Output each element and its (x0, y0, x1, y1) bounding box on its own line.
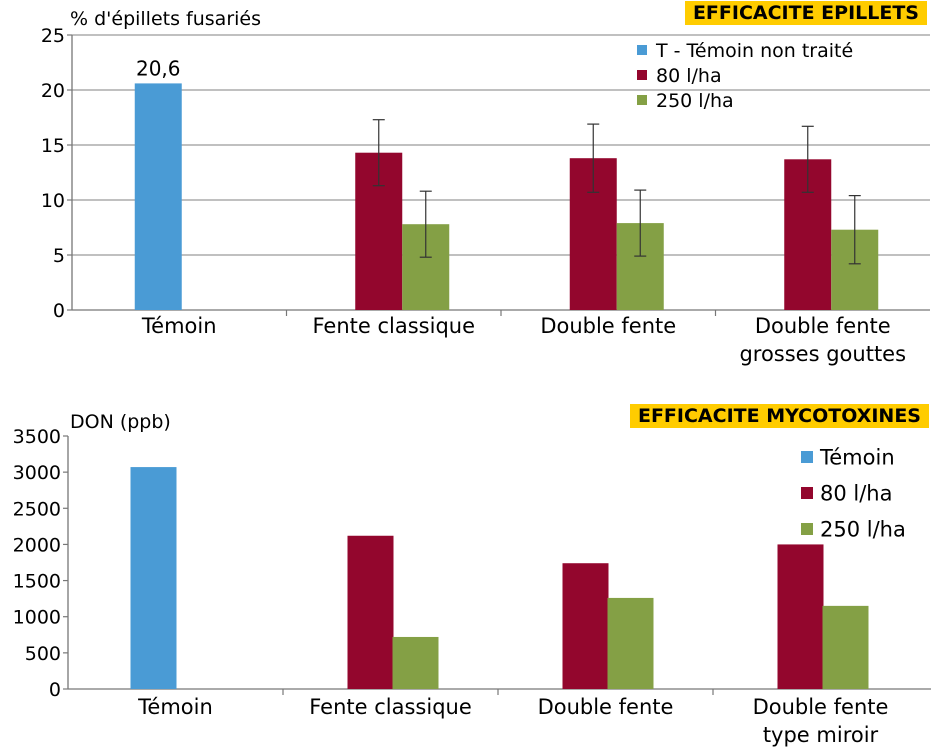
chart-2-y-tick-label: 1000 (13, 607, 61, 629)
chart-2-y-tick-label: 3000 (13, 462, 61, 484)
chart-2-bar-1-1 (130, 467, 177, 689)
chart-1-y-tick-label: 25 (41, 25, 65, 47)
chart-1-legend-swatch-3 (637, 95, 647, 105)
chart-2-category-label: Double fente (538, 695, 674, 719)
chart-2-legend-swatch-3 (801, 523, 813, 535)
chart-2-y-tick-label: 3500 (13, 426, 61, 448)
chart-2-category-label: Fente classique (309, 695, 472, 719)
chart-1-legend-label-3: 250 l/ha (656, 90, 734, 112)
chart-1-y-tick-label: 20 (41, 80, 65, 102)
chart-2-y-axis-label: DON (ppb) (70, 411, 171, 433)
chart-1-y-axis-label: % d'épillets fusariés (70, 8, 261, 30)
chart-1-legend-swatch-2 (637, 70, 647, 80)
chart-2-bar-3-4 (822, 605, 869, 689)
chart-2-category-label: Témoin (137, 695, 213, 719)
chart-1-y-tick-label: 10 (41, 190, 65, 212)
chart-2-bar-3-3 (607, 597, 654, 689)
chart-1-legend-swatch-1 (637, 45, 647, 55)
chart-1-data-label: 20,6 (136, 56, 181, 80)
chart-1-y-tick-label: 0 (53, 300, 65, 322)
chart-2-legend-swatch-2 (801, 487, 813, 499)
chart-2-bar-3-2 (392, 636, 439, 689)
chart-1-category-label: grosses gouttes (739, 342, 906, 366)
chart-2-title-badge: EFFICACITE MYCOTOXINES (629, 404, 929, 428)
chart-2-legend-label-1: Témoin (819, 446, 895, 470)
chart-1-category-label: Double fente (540, 314, 676, 338)
chart-1-category-label: Fente classique (312, 314, 475, 338)
chart-1-y-tick-label: 15 (41, 135, 65, 157)
chart-1-legend-label-1: T - Témoin non traité (655, 40, 853, 62)
chart-2-y-tick-label: 2500 (13, 498, 61, 520)
chart-1-bar-1-1 (134, 83, 182, 311)
chart-2-y-tick-label: 0 (49, 679, 61, 701)
chart-2-legend-label-2: 80 l/ha (820, 482, 893, 506)
chart-2-y-tick-label: 500 (25, 643, 61, 665)
chart-2-category-label: Double fente (753, 695, 889, 719)
chart-1-title-badge: EFFICACITE EPILLETS (684, 1, 927, 25)
chart-2-legend-swatch-1 (801, 451, 813, 463)
chart-1-legend-label-2: 80 l/ha (656, 65, 722, 87)
chart-1-y-tick-label: 5 (53, 245, 65, 267)
chart-2-legend-label-3: 250 l/ha (820, 518, 906, 542)
chart-2-bar-2-2 (347, 535, 394, 689)
chart-1-category-label: Témoin (141, 314, 217, 338)
chart-2-bar-2-4 (777, 544, 824, 689)
chart-1-category-label: Double fente (755, 314, 891, 338)
chart-2-bar-2-3 (562, 563, 609, 689)
chart-2-y-tick-label: 1500 (13, 571, 61, 593)
chart-2-y-tick-label: 2000 (13, 534, 61, 556)
chart-2-category-label: type miroir (763, 723, 879, 747)
